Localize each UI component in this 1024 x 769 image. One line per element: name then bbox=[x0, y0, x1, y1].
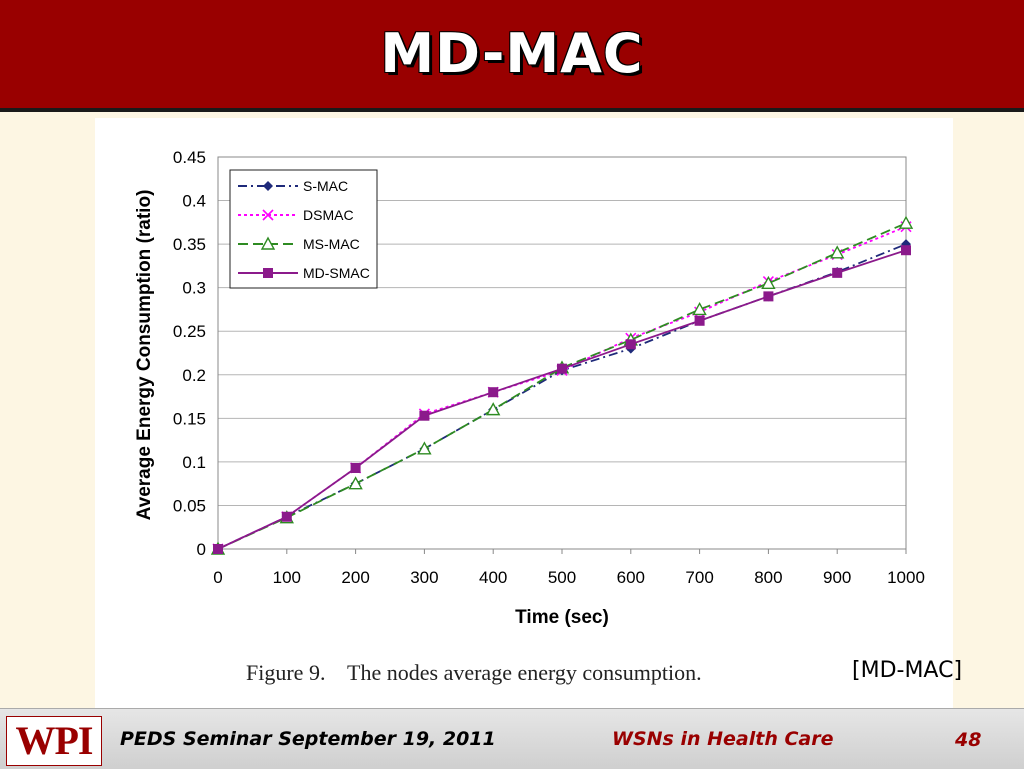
x-tick-label: 200 bbox=[341, 568, 369, 587]
data-point-ms-mac bbox=[830, 245, 845, 259]
x-tick-label: 0 bbox=[213, 568, 222, 587]
y-tick-label: 0.15 bbox=[173, 409, 206, 428]
legend-label-md-smac: MD-SMAC bbox=[303, 265, 370, 281]
legend-marker-md-smac bbox=[263, 268, 273, 278]
y-tick-layer: 0 0.05 0.1 0.15 0.2 0.25 0.3 0.35 0.4 0.45 bbox=[173, 148, 206, 559]
legend-label-s-mac: S-MAC bbox=[303, 178, 348, 194]
data-point-md-smac bbox=[281, 511, 292, 522]
footer-seminar: PEDS Seminar September 19, 2011 bbox=[120, 728, 496, 750]
data-point-md-smac bbox=[625, 339, 636, 350]
data-point-md-smac bbox=[694, 315, 705, 326]
y-tick-label: 0.2 bbox=[182, 366, 206, 385]
series-line-s-mac bbox=[217, 243, 907, 550]
y-tick-label: 0.45 bbox=[173, 148, 206, 167]
legend-label-dsmac: DSMAC bbox=[303, 207, 354, 223]
series-md-smac bbox=[213, 245, 911, 554]
energy-chart: 0 0.05 0.1 0.15 0.2 0.25 0.3 0.35 0.4 0.45 0 100 20… bbox=[134, 148, 925, 628]
wpi-logo: WPI bbox=[6, 716, 102, 766]
series-line-md-smac bbox=[217, 249, 907, 550]
y-tick-label: 0 bbox=[197, 540, 206, 559]
footer-bar bbox=[0, 708, 1024, 769]
wpi-logo-text: WPI bbox=[15, 718, 94, 763]
title-bar: MD-MAC bbox=[0, 0, 1024, 112]
legend-label-ms-mac: MS-MAC bbox=[303, 236, 360, 252]
data-point-ms-mac bbox=[417, 441, 432, 455]
y-tick-label: 0.25 bbox=[173, 322, 206, 341]
footer-topic: WSNs in Health Care bbox=[612, 728, 834, 750]
x-tick-label: 900 bbox=[823, 568, 851, 587]
legend-marker-ms-mac bbox=[260, 236, 276, 250]
series-layer bbox=[210, 215, 914, 555]
data-point-md-smac bbox=[763, 291, 774, 302]
legend-box bbox=[229, 169, 378, 289]
y-axis-label: Average Energy Consumption (ratio) bbox=[134, 190, 155, 521]
x-tick-label: 800 bbox=[754, 568, 782, 587]
figure-caption: Figure 9. The nodes average energy consu… bbox=[246, 660, 702, 685]
legend: S-MAC DSMAC MS-MAC MD-SMAC bbox=[229, 169, 378, 289]
data-point-md-smac bbox=[213, 544, 223, 554]
x-tick-label: 600 bbox=[617, 568, 645, 587]
data-point-md-smac bbox=[488, 387, 499, 398]
figure-source: [MD-MAC] bbox=[852, 658, 963, 683]
data-point-ms-mac bbox=[761, 275, 776, 290]
x-tick-label: 300 bbox=[410, 568, 438, 587]
y-tick-label: 0.4 bbox=[182, 192, 206, 211]
page-number: 48 bbox=[955, 729, 982, 751]
x-tick-label: 500 bbox=[548, 568, 576, 587]
x-tick-label: 1000 bbox=[887, 568, 925, 587]
y-tick-label: 0.35 bbox=[173, 235, 206, 254]
data-point-md-smac bbox=[419, 410, 430, 421]
data-point-ms-mac bbox=[348, 476, 363, 490]
legend-marker-s-mac bbox=[263, 181, 273, 191]
x-tick-label: 100 bbox=[273, 568, 301, 587]
data-point-md-smac bbox=[832, 267, 843, 278]
y-tick-label: 0.05 bbox=[173, 496, 206, 515]
x-tick-label: 400 bbox=[479, 568, 507, 587]
x-tick-layer: 0 100 200 300 400 500 600 700 800 900 1000 bbox=[213, 549, 925, 587]
data-point-ms-mac bbox=[486, 402, 501, 416]
figure-panel: 0 0.05 0.1 0.15 0.2 0.25 0.3 0.35 0.4 0.45 0 100 20… bbox=[95, 118, 953, 708]
series-line-ms-mac bbox=[217, 222, 907, 550]
y-tick-label: 0.1 bbox=[182, 453, 206, 472]
slide-title: MD-MAC bbox=[380, 22, 644, 85]
legend-marker-dsmac bbox=[262, 209, 274, 221]
data-point-ms-mac bbox=[692, 301, 707, 316]
x-axis-label: Time (sec) bbox=[515, 607, 609, 628]
x-tick-label: 700 bbox=[685, 568, 713, 587]
data-point-md-smac bbox=[901, 245, 911, 256]
data-point-md-smac bbox=[557, 363, 567, 374]
data-point-ms-mac bbox=[898, 215, 914, 229]
data-point-md-smac bbox=[350, 462, 361, 473]
y-tick-label: 0.3 bbox=[182, 279, 206, 298]
